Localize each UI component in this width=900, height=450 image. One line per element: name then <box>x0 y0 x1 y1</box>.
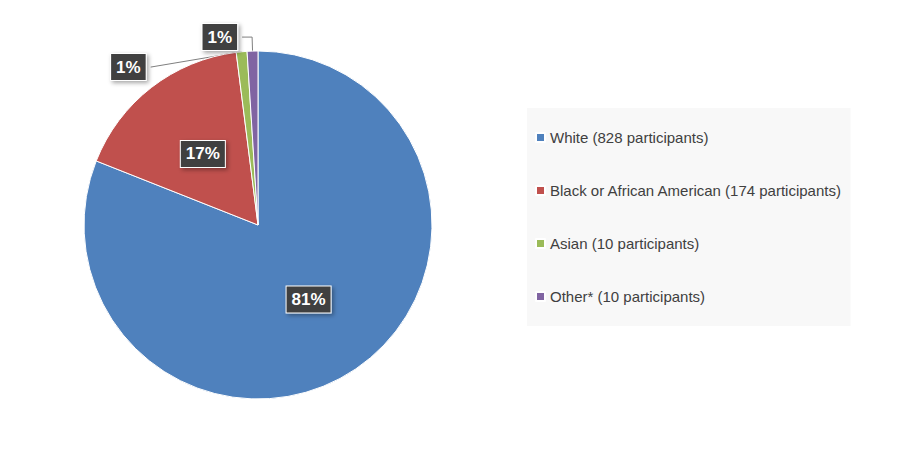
svg-text:1%: 1% <box>208 28 233 47</box>
svg-text:Asian (10 participants): Asian (10 participants) <box>550 235 699 252</box>
svg-text:81%: 81% <box>292 290 326 309</box>
svg-text:Other* (10 participants): Other* (10 participants) <box>550 288 705 305</box>
svg-text:White (828 participants): White (828 participants) <box>550 129 708 146</box>
svg-text:Black or African American (174: Black or African American (174 participa… <box>550 182 841 199</box>
svg-text:17%: 17% <box>186 144 220 163</box>
svg-text:1%: 1% <box>116 58 141 77</box>
